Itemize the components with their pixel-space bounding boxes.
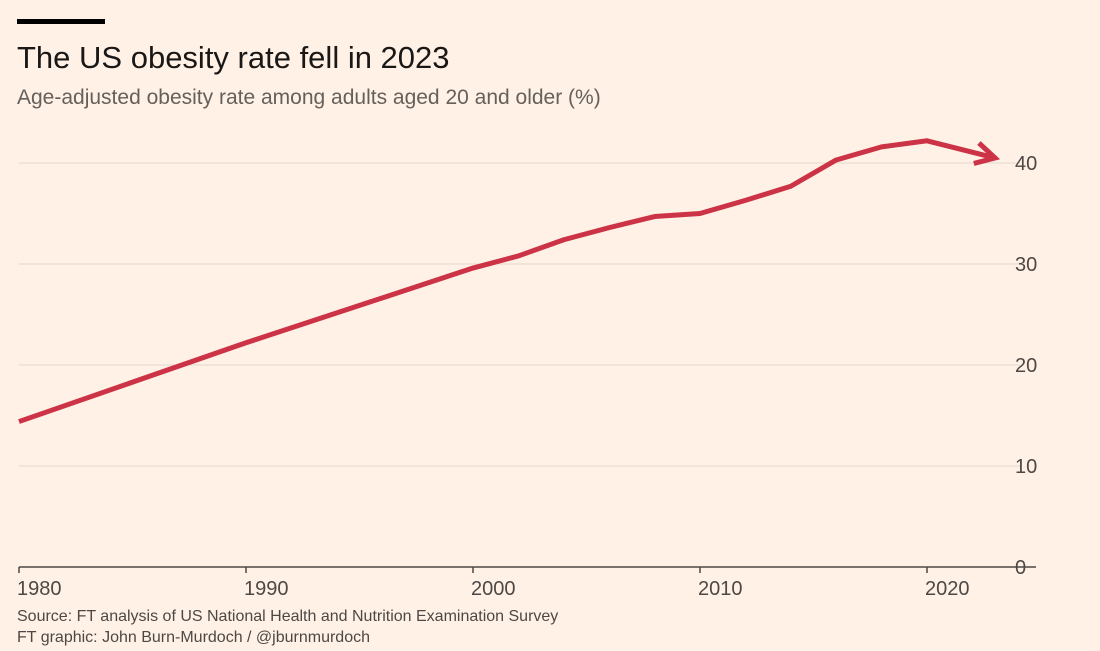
brand-bar [17,19,105,24]
y-tick-label: 20 [1015,355,1037,377]
chart-subtitle: Age-adjusted obesity rate among adults a… [17,86,601,109]
y-tick-label: 40 [1015,153,1037,175]
chart-title: The US obesity rate fell in 2023 [17,40,450,75]
source-note: Source: FT analysis of US National Healt… [17,608,559,625]
x-tick-label: 2010 [698,578,743,600]
series-line [18,138,996,424]
x-tick-label: 2000 [471,578,516,600]
x-tick-label: 2020 [925,578,970,600]
x-tick-label: 1990 [244,578,289,600]
credit-note: FT graphic: John Burn-Murdoch / @jburnmu… [17,629,370,646]
y-tick-label: 0 [1015,557,1026,579]
y-tick-label: 10 [1015,456,1037,478]
x-tick-label: 1980 [17,578,62,600]
y-tick-label: 30 [1015,254,1037,276]
